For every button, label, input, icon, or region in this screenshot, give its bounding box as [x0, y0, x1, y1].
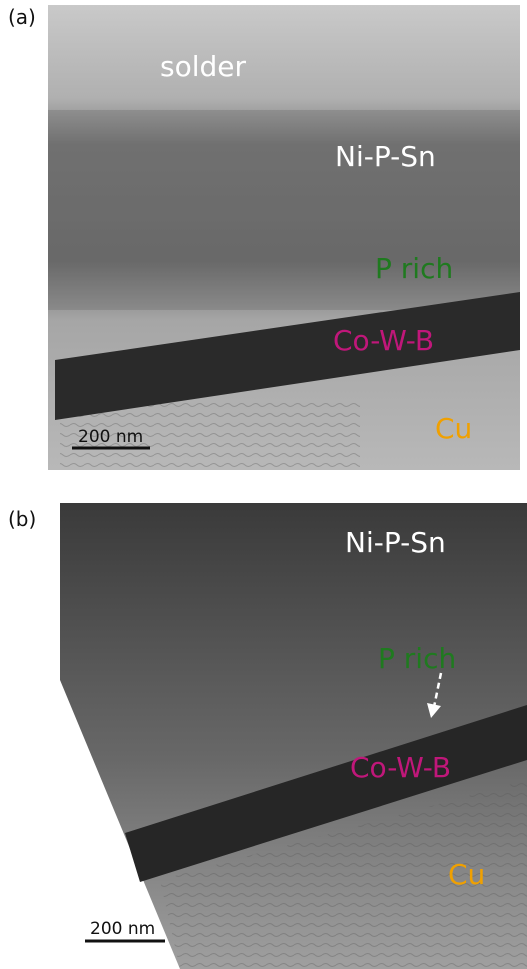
annotation: solder: [160, 50, 246, 83]
annotation: Ni-P-Sn: [345, 526, 446, 559]
figure: (a) solder Ni-P-Sn P rich Co-W-B Cu 200 …: [0, 0, 527, 969]
annotation: Cu: [448, 858, 485, 891]
panel-label: (b): [8, 507, 36, 531]
annotation: P rich: [375, 252, 453, 285]
annotation: P rich: [378, 642, 456, 675]
panel-b: (b) Ni-P-Sn P rich Co-W-B Cu 200 nm: [8, 503, 527, 969]
panel-label: (a): [8, 5, 36, 29]
scale-bar-label: 200 nm: [78, 427, 143, 447]
annotation: Ni-P-Sn: [335, 140, 436, 173]
annotation: Co-W-B: [350, 751, 451, 784]
annotation: Co-W-B: [333, 324, 434, 357]
scale-bar-label: 200 nm: [90, 919, 155, 939]
panel-a: (a) solder Ni-P-Sn P rich Co-W-B Cu 200 …: [8, 5, 520, 470]
annotation: Cu: [435, 412, 472, 445]
